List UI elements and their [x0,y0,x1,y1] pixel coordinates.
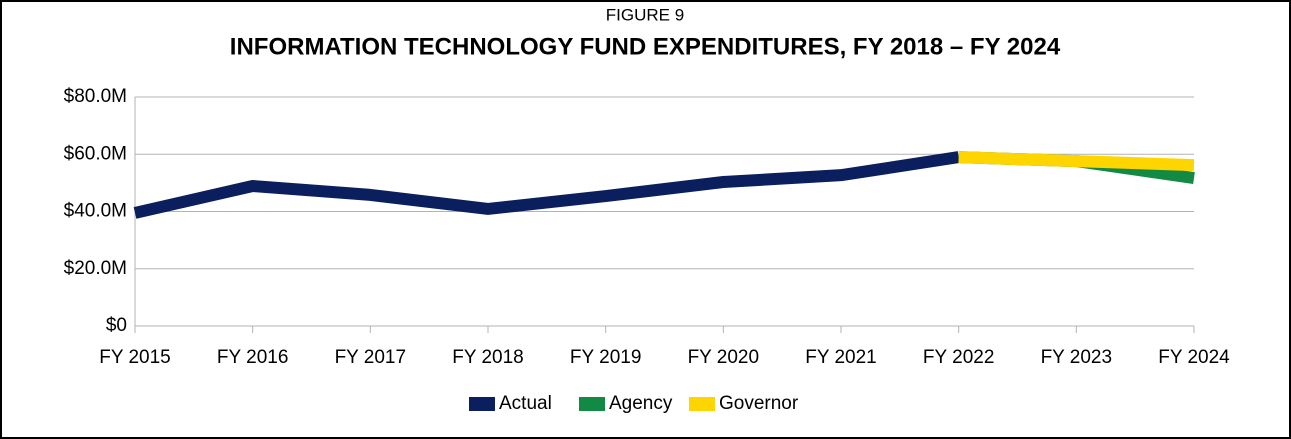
legend-label: Actual [499,393,552,414]
legend-swatch [469,397,495,411]
series-line [133,151,960,219]
chart-supertitle: FIGURE 9 [606,5,684,24]
x-tick-label: FY 2022 [923,347,994,368]
x-tick-label: FY 2023 [1041,347,1112,368]
y-tick-label: $20.0M [64,258,127,279]
x-tick-label: FY 2015 [99,347,170,368]
legend-swatch [579,397,605,411]
y-tick-label: $80.0M [64,86,127,107]
x-tick-label: FY 2019 [570,347,641,368]
legend-label: Governor [719,393,799,414]
y-tick-label: $0 [106,315,127,336]
x-tick-label: FY 2016 [217,347,288,368]
x-tick-label: FY 2020 [688,347,759,368]
series-line [958,151,1195,172]
x-tick-label: FY 2021 [805,347,876,368]
legend-label: Agency [609,393,673,414]
legend-swatch [689,397,715,411]
y-tick-label: $40.0M [64,201,127,222]
y-tick-label: $60.0M [64,143,127,164]
x-tick-label: FY 2018 [452,347,523,368]
x-tick-label: FY 2017 [335,347,406,368]
chart-title: INFORMATION TECHNOLOGY FUND EXPENDITURES… [230,33,1061,60]
x-tick-label: FY 2024 [1158,347,1230,368]
